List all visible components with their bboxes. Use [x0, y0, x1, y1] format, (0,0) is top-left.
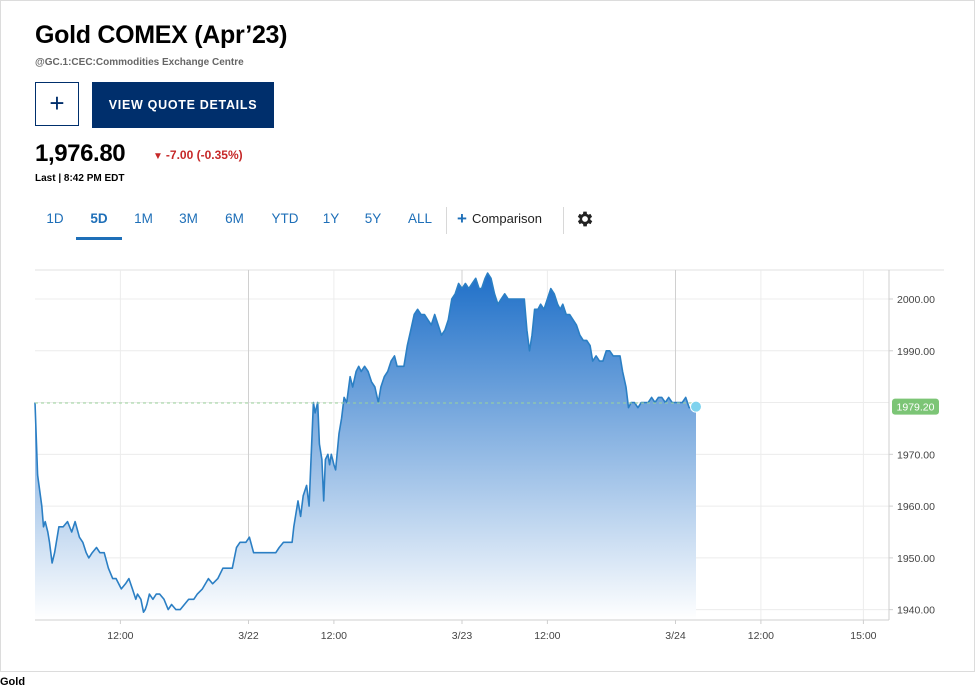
last-value-label: 1979.20: [897, 402, 935, 414]
x-tick-label: 12:00: [534, 630, 560, 642]
price-line: [34, 272, 697, 613]
price-change-value: -7.00 (-0.35%): [165, 148, 243, 162]
y-tick-label: 1990.00: [897, 346, 935, 358]
x-tick-label: 12:00: [321, 630, 347, 642]
x-tick-label: 3/22: [238, 630, 259, 642]
price-area: [35, 273, 696, 620]
last-updated: Last | 8:42 PM EDT: [35, 173, 125, 184]
tab-3m[interactable]: 3M: [179, 211, 198, 226]
y-tick-label: 1950.00: [897, 553, 935, 565]
y-tick-label: 2000.00: [897, 294, 935, 306]
tab-6m[interactable]: 6M: [225, 211, 244, 226]
tab-5y[interactable]: 5Y: [364, 211, 382, 226]
x-tick-label: 3/23: [452, 630, 473, 642]
down-arrow-icon: ▼: [153, 151, 163, 162]
gear-icon[interactable]: [575, 209, 595, 229]
x-tick-label: 3/24: [665, 630, 686, 642]
tab-divider: [563, 207, 564, 234]
add-to-watchlist-button[interactable]: +: [35, 82, 79, 126]
price-chart: 2000.00 1990.00 1970.00 1960.00 1950.00 1940.…: [34, 269, 944, 642]
tab-1y[interactable]: 1Y: [322, 211, 340, 226]
view-quote-details-button[interactable]: VIEW QUOTE DETAILS: [92, 82, 274, 128]
tab-5d[interactable]: 5D: [76, 204, 122, 240]
price-change: ▼ -7.00 (-0.35%): [153, 148, 243, 162]
tab-1m[interactable]: 1M: [134, 211, 153, 226]
last-value-dot: [689, 400, 702, 413]
page-title: Gold COMEX (Apr’23): [35, 21, 288, 49]
tab-all[interactable]: ALL: [407, 211, 433, 226]
last-price: 1,976.80: [35, 140, 126, 167]
tab-ytd[interactable]: YTD: [271, 211, 299, 226]
x-tick-label: 12:00: [748, 630, 774, 642]
x-tick-label: 15:00: [850, 630, 876, 642]
chart-card: Gold COMEX (Apr’23) @GC.1:CEC:Commoditie…: [0, 0, 975, 672]
comparison-label: Comparison: [471, 211, 543, 226]
comparison-button[interactable]: + Comparison: [457, 207, 542, 231]
plus-icon: +: [457, 209, 467, 228]
last-value-badge: [892, 398, 939, 415]
y-tick-label: 1940.00: [897, 605, 935, 617]
x-tick-label: 12:00: [107, 630, 133, 642]
tab-1d[interactable]: 1D: [46, 211, 64, 226]
exchange-subtitle: @GC.1:CEC:Commodities Exchange Centre: [35, 57, 244, 68]
footer-label: Gold: [0, 676, 26, 688]
tab-divider: [446, 207, 447, 234]
y-tick-label: 1970.00: [897, 449, 935, 461]
y-tick-label: 1960.00: [897, 501, 935, 513]
